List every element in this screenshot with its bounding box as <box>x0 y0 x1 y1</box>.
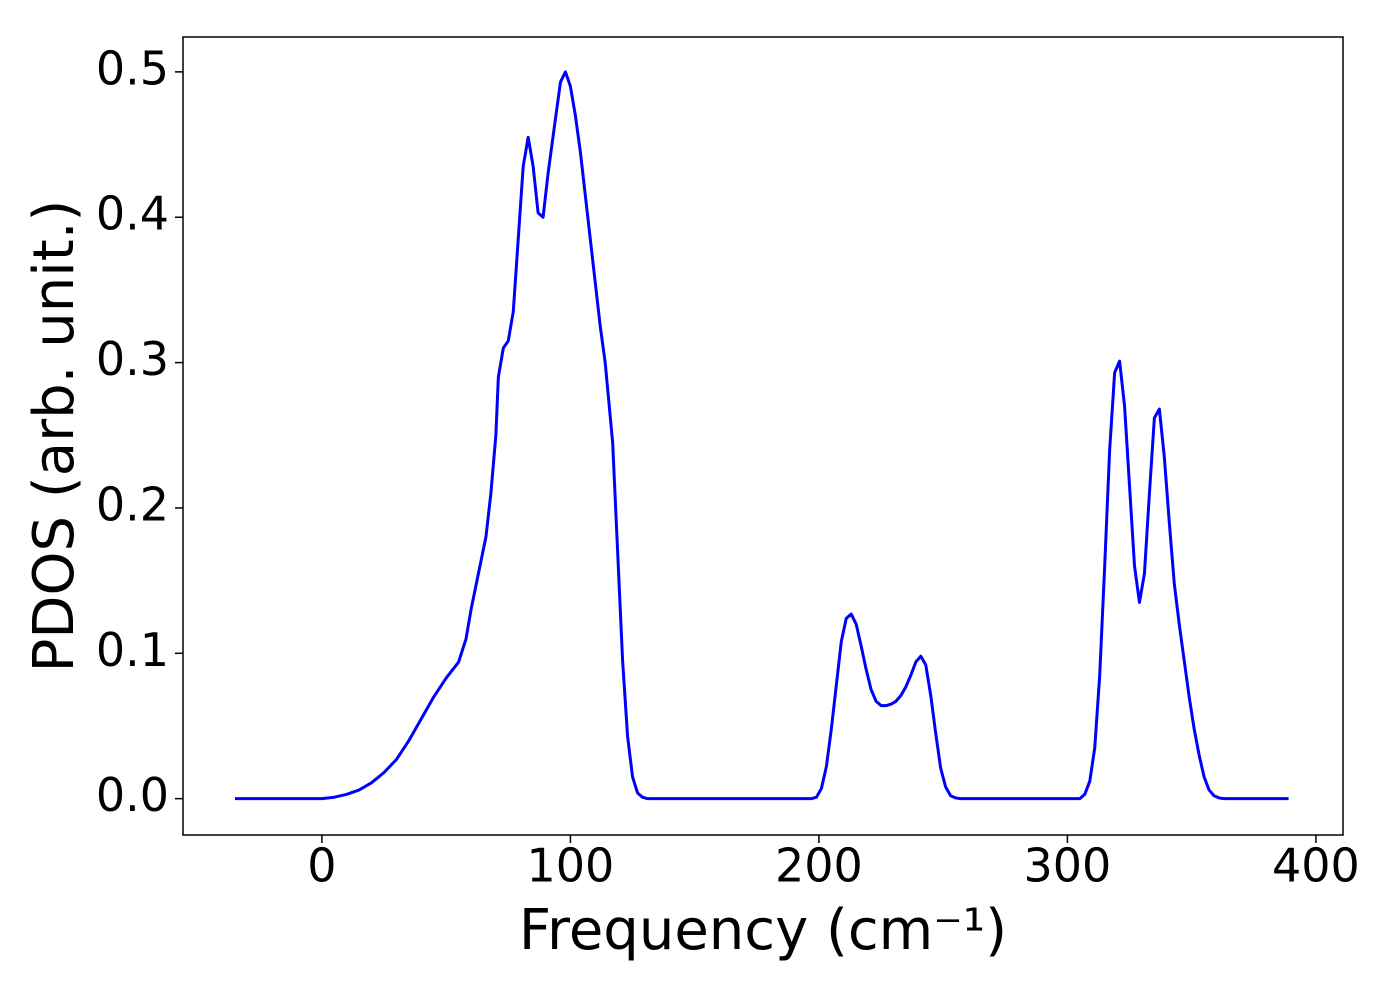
x-axis-label: Frequency (cm⁻¹) <box>519 898 1007 963</box>
x-tick-label: 0 <box>307 839 336 893</box>
y-tick-label: 0.5 <box>96 41 169 95</box>
plot-frame <box>182 36 1344 836</box>
y-tick-label: 0.2 <box>96 477 169 531</box>
x-tick-label: 400 <box>1272 839 1360 893</box>
y-tick-label: 0.0 <box>96 768 169 822</box>
x-tick-label: 100 <box>527 839 615 893</box>
data-line <box>234 70 1289 801</box>
x-tick-label: 300 <box>1024 839 1112 893</box>
y-tick-label: 0.1 <box>96 623 169 677</box>
y-axis-label: PDOS (arb. unit.) <box>22 200 87 673</box>
y-tick-label: 0.4 <box>96 187 169 241</box>
y-tick-label: 0.3 <box>96 332 169 386</box>
x-tick-label: 200 <box>775 839 863 893</box>
